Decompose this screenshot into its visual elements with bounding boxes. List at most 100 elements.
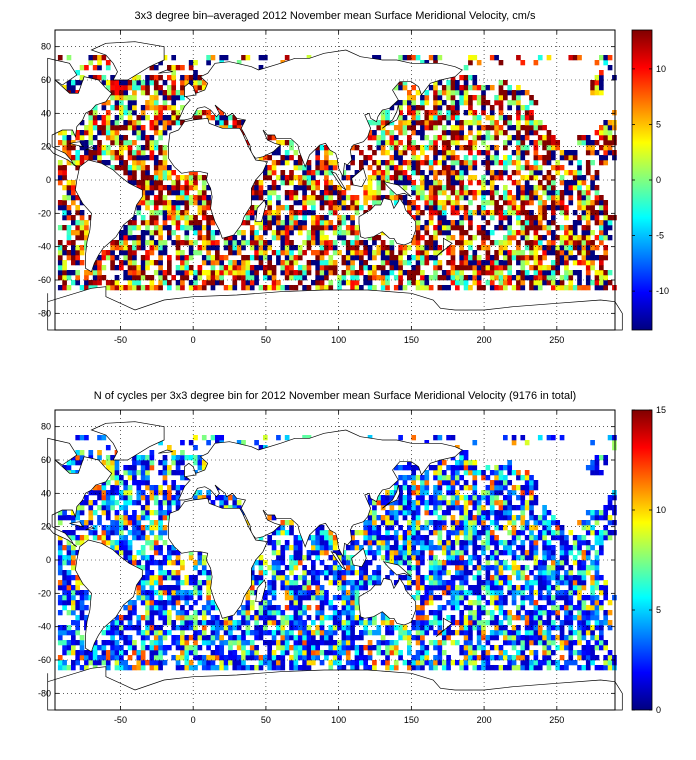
heatmap-cell — [328, 150, 334, 156]
heatmap-cell — [428, 275, 434, 281]
heatmap-cell — [193, 195, 198, 201]
heatmap-cell — [476, 275, 482, 281]
heatmap-cell — [84, 155, 89, 161]
heatmap-cell — [241, 55, 246, 61]
heatmap-cell — [123, 140, 129, 146]
heatmap-cell — [324, 630, 329, 636]
heatmap-cell — [489, 255, 495, 261]
heatmap-cell — [367, 560, 373, 566]
heatmap-cell — [411, 190, 417, 196]
heatmap-cell — [293, 225, 299, 231]
heatmap-cell — [276, 230, 281, 236]
heatmap-cell — [537, 225, 543, 231]
heatmap-cell — [459, 555, 465, 561]
heatmap-cell — [271, 150, 277, 156]
heatmap-cell — [289, 190, 294, 196]
heatmap-cell — [354, 570, 360, 576]
heatmap-cell — [145, 225, 150, 231]
heatmap-cell — [407, 55, 412, 61]
heatmap-cell — [123, 255, 129, 261]
heatmap-cell — [407, 160, 412, 166]
heatmap-cell — [546, 600, 552, 606]
heatmap-cell — [568, 270, 574, 276]
heatmap-cell — [132, 275, 137, 281]
heatmap-cell — [529, 265, 534, 271]
heatmap-cell — [110, 135, 115, 141]
heatmap-cell — [402, 560, 408, 566]
heatmap-cell — [489, 265, 495, 271]
heatmap-cell — [603, 145, 609, 151]
heatmap-cell — [341, 560, 347, 566]
heatmap-cell — [132, 105, 137, 111]
heatmap-cell — [459, 255, 465, 261]
heatmap-cell — [171, 185, 177, 191]
heatmap-cell — [524, 210, 530, 216]
heatmap-cell — [568, 240, 574, 246]
heatmap-cell — [284, 220, 290, 226]
heatmap-cell — [219, 270, 225, 276]
heatmap-cell — [594, 255, 600, 261]
heatmap-cell — [507, 660, 513, 666]
heatmap-cell — [481, 265, 486, 271]
heatmap-cell — [516, 555, 521, 561]
heatmap-cell — [267, 270, 273, 276]
heatmap-cell — [420, 635, 425, 641]
heatmap-cell — [71, 665, 76, 671]
heatmap-cell — [354, 660, 360, 666]
heatmap-cell — [171, 65, 177, 71]
heatmap-cell — [603, 160, 609, 166]
heatmap-cell — [603, 130, 609, 136]
heatmap-cell — [494, 210, 499, 216]
heatmap-cell — [415, 115, 421, 121]
heatmap-cell — [123, 245, 129, 251]
heatmap-cell — [328, 210, 334, 216]
heatmap-cell — [258, 265, 264, 271]
heatmap-cell — [472, 650, 478, 656]
heatmap-cell — [441, 565, 447, 571]
heatmap-cell — [158, 195, 163, 201]
heatmap-cell — [271, 235, 277, 241]
heatmap-cell — [520, 550, 526, 556]
heatmap-cell — [71, 215, 76, 221]
heatmap-cell — [415, 210, 421, 216]
heatmap-cell — [420, 105, 425, 111]
heatmap-cell — [494, 620, 499, 626]
heatmap-cell — [153, 125, 159, 131]
heatmap-cell — [581, 630, 587, 636]
heatmap-cell — [398, 55, 403, 61]
heatmap-cell — [140, 115, 146, 121]
heatmap-cell — [520, 255, 526, 261]
heatmap-cell — [603, 215, 609, 221]
heatmap-cell — [468, 220, 473, 226]
heatmap-cell — [201, 240, 207, 246]
heatmap-cell — [167, 65, 172, 71]
heatmap-cell — [332, 650, 338, 656]
heatmap-cell — [590, 655, 595, 661]
heatmap-cell — [271, 275, 277, 281]
heatmap-cell — [385, 165, 390, 171]
heatmap-cell — [511, 230, 517, 236]
heatmap-cell — [258, 260, 264, 266]
heatmap-cell — [524, 185, 530, 191]
heatmap-cell — [258, 220, 264, 226]
heatmap-cell — [376, 170, 382, 176]
heatmap-cell — [66, 135, 72, 141]
heatmap-cell — [171, 55, 177, 61]
heatmap-cell — [476, 580, 482, 586]
heatmap-cell — [280, 580, 286, 586]
heatmap-cell — [537, 180, 543, 186]
heatmap-cell — [324, 575, 329, 581]
heatmap-cell — [424, 60, 430, 66]
heatmap-cell — [485, 265, 491, 271]
heatmap-cell — [210, 55, 216, 61]
heatmap-cell — [188, 195, 194, 201]
heatmap-cell — [302, 275, 307, 281]
heatmap-cell — [559, 655, 565, 661]
heatmap-cell — [302, 565, 307, 571]
heatmap-cell — [568, 285, 574, 291]
heatmap-cell — [101, 275, 107, 281]
heatmap-cell — [71, 80, 76, 86]
heatmap-cell — [577, 620, 582, 626]
heatmap-cell — [520, 150, 526, 156]
heatmap-cell — [450, 660, 456, 666]
